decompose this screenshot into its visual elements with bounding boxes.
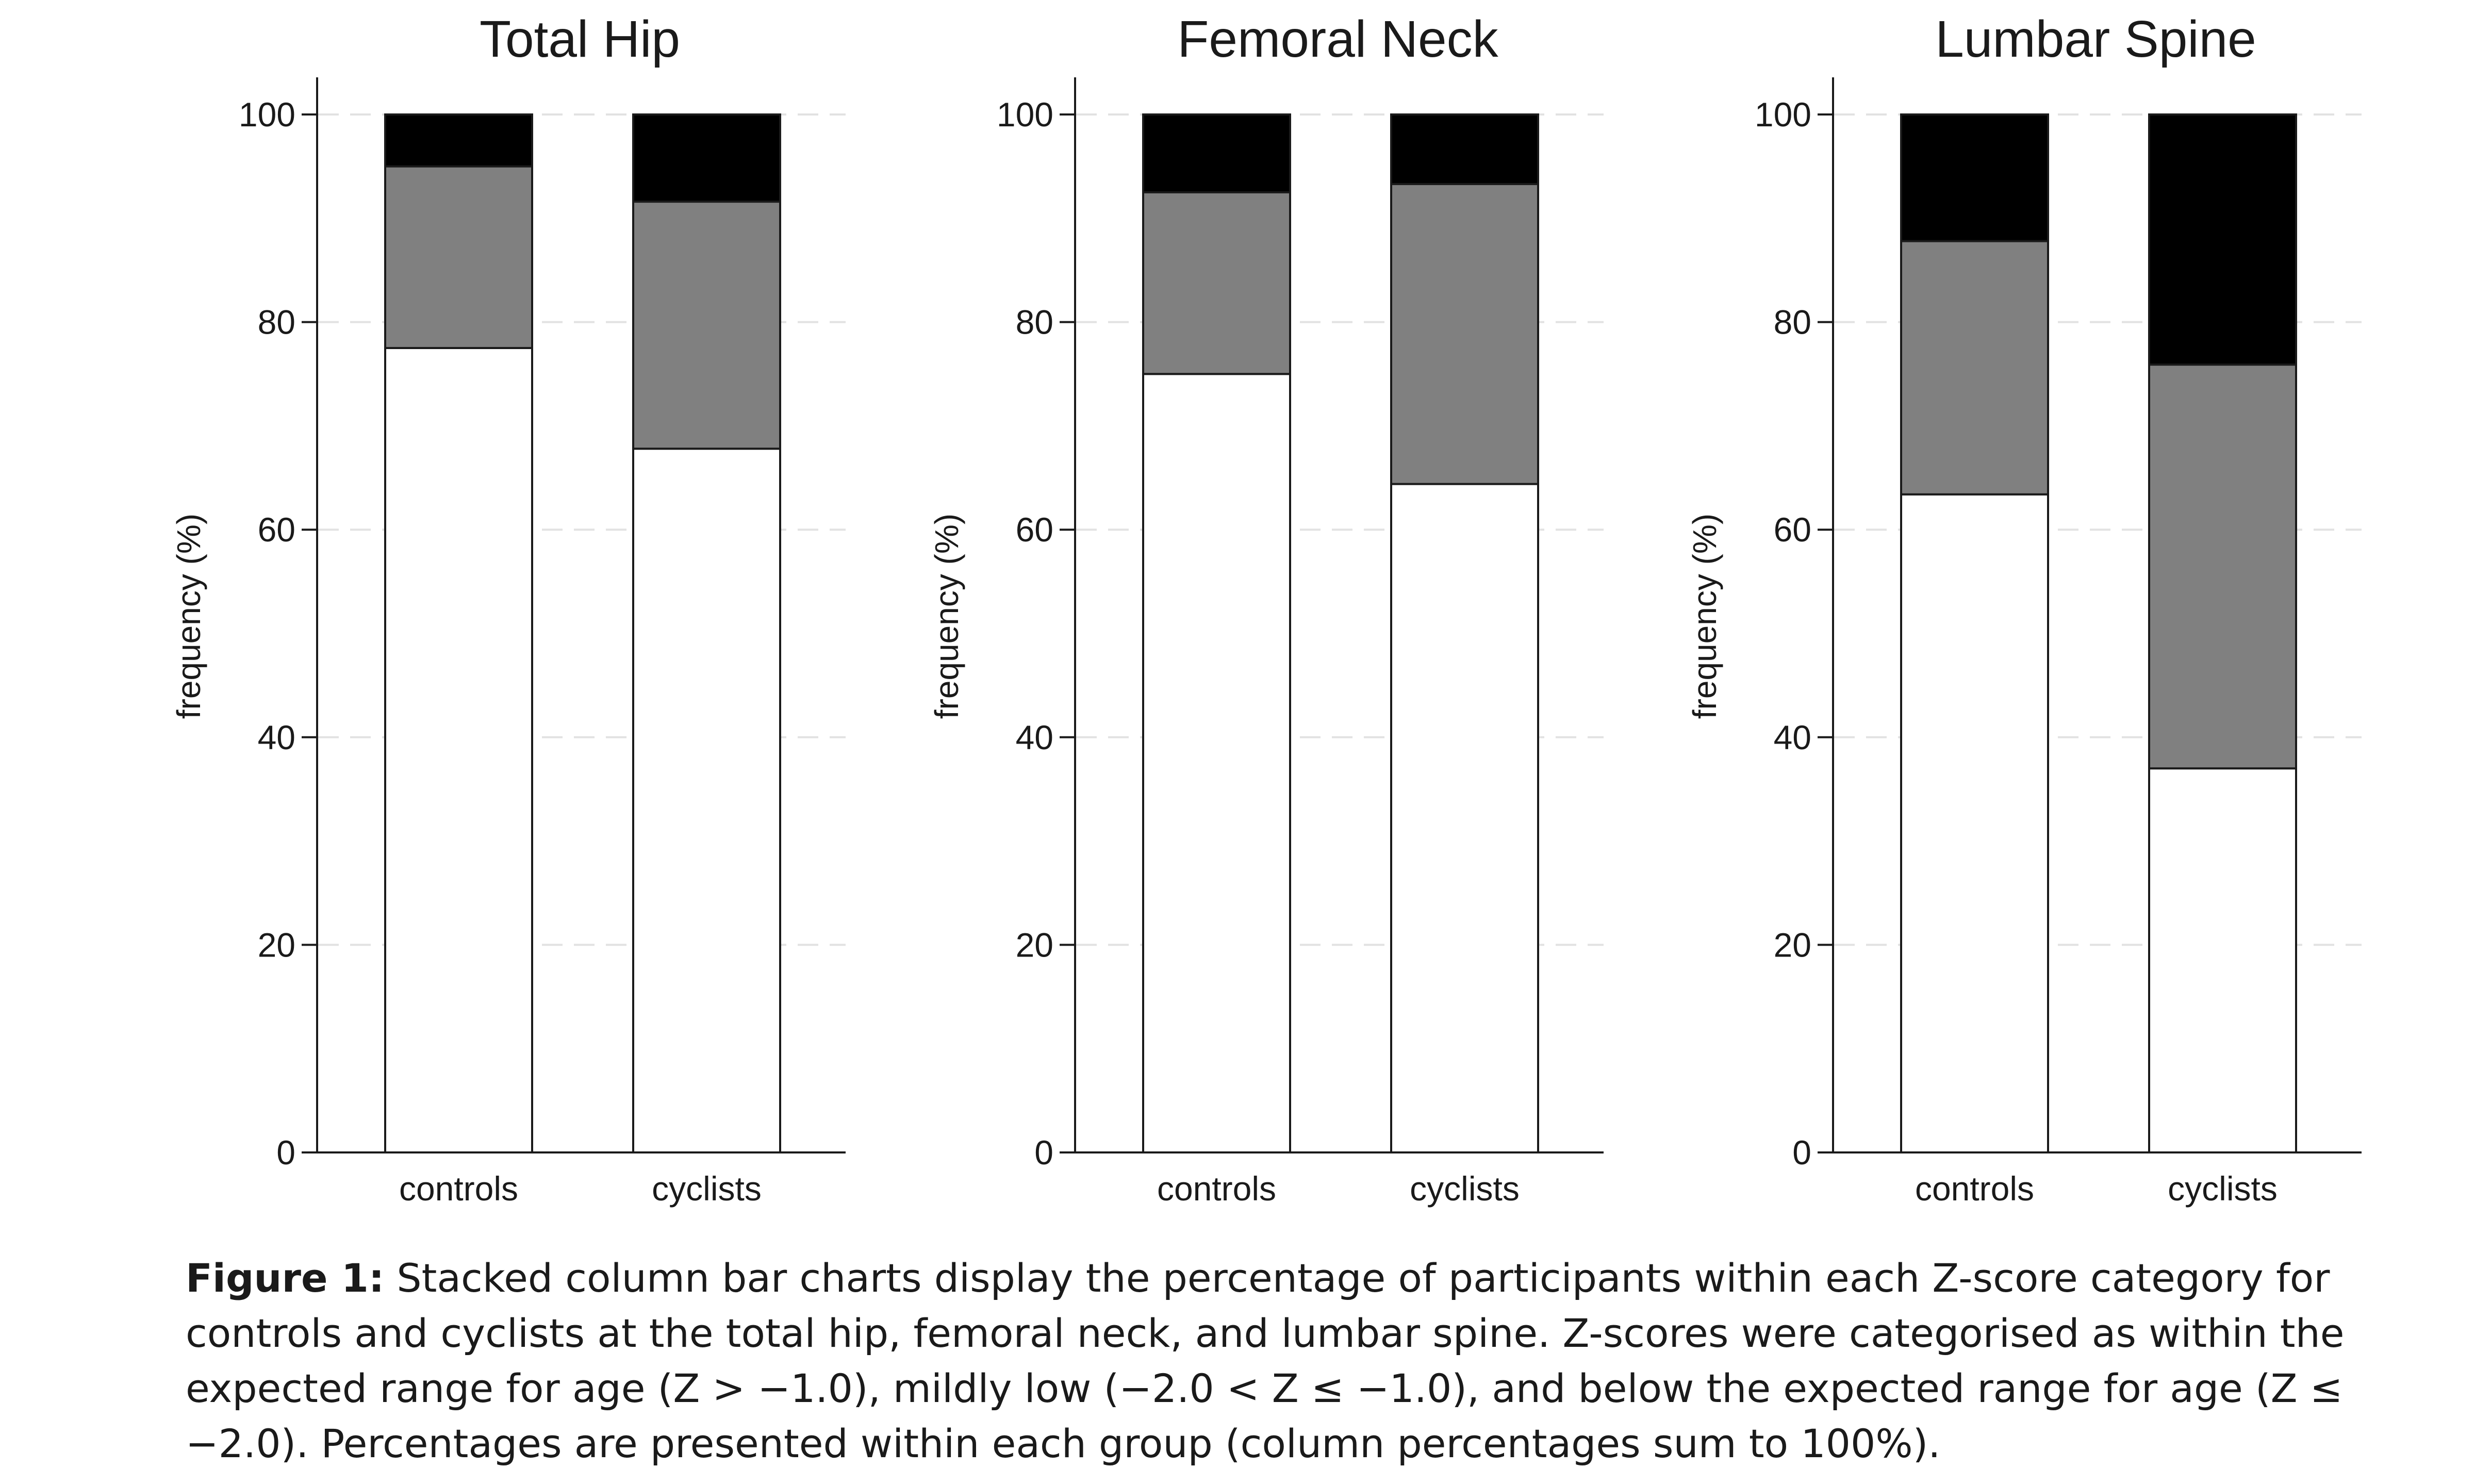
y-tick-label: 100 (239, 95, 295, 134)
y-tick-label: 0 (1792, 1133, 1811, 1172)
y-tick-label: 0 (276, 1133, 295, 1172)
x-tick-label: cyclists (2168, 1169, 2278, 1208)
chart-panel-0: Total Hip controls cyclists 0 20 40 60 80 100 fre… (170, 10, 846, 1208)
bar-segment (632, 201, 781, 450)
bar-segment (1390, 483, 1539, 1153)
chart-area: Total Hip controls cyclists 0 20 40 60 80 100 fre… (170, 10, 2362, 1208)
x-tick-label: controls (1915, 1169, 2034, 1208)
y-tick-label: 60 (1774, 510, 1811, 549)
caption-text: Stacked column bar charts display the pe… (186, 1255, 2345, 1466)
bar-segment (384, 113, 533, 168)
bar-segment (1390, 113, 1539, 185)
y-tick-label: 100 (997, 95, 1053, 134)
chart-panel-2: Lumbar Spine controls cyclists 0 20 40 60 80 100… (1686, 10, 2362, 1208)
bar-segment (1900, 240, 2049, 496)
bar-segment (1900, 493, 2049, 1153)
chart-title: Lumbar Spine (1935, 10, 2256, 68)
chart-title: Total Hip (480, 10, 680, 68)
x-tick-label: cyclists (652, 1169, 762, 1208)
y-tick-label: 80 (1016, 303, 1053, 341)
x-tick-label: cyclists (1410, 1169, 1520, 1208)
y-tick-label: 40 (1774, 718, 1811, 756)
x-tick-label: controls (1157, 1169, 1276, 1208)
bar-segment (1390, 183, 1539, 485)
bar-segment (2148, 767, 2297, 1153)
y-tick-label: 40 (1016, 718, 1053, 756)
bar-segment (2148, 364, 2297, 770)
bar-segment (632, 113, 781, 203)
bar-segment (384, 165, 533, 349)
x-tick-label: controls (399, 1169, 518, 1208)
caption-label: Figure 1: (186, 1255, 385, 1301)
chart-title: Femoral Neck (1177, 10, 1498, 68)
y-axis-label: frequency (%) (170, 514, 207, 719)
figure-caption: Figure 1: Stacked column bar charts disp… (186, 1250, 2423, 1471)
bar-segment (2148, 113, 2297, 366)
y-tick-label: 40 (258, 718, 295, 756)
y-tick-label: 20 (1016, 926, 1053, 964)
y-axis-label: frequency (%) (928, 514, 965, 719)
y-tick-label: 80 (1774, 303, 1811, 341)
bar-segment (1900, 113, 2049, 242)
y-tick-label: 20 (1774, 926, 1811, 964)
y-tick-label: 80 (258, 303, 295, 341)
bar-segment (1142, 373, 1291, 1153)
bar-segment (1142, 191, 1291, 375)
y-axis-label: frequency (%) (1686, 514, 1723, 719)
y-tick-label: 0 (1034, 1133, 1053, 1172)
bar-segment (1142, 113, 1291, 193)
y-tick-label: 100 (1755, 95, 1811, 134)
y-tick-label: 20 (258, 926, 295, 964)
bar-segment (384, 347, 533, 1153)
y-tick-label: 60 (1016, 510, 1053, 549)
bar-segment (632, 448, 781, 1153)
chart-panel-1: Femoral Neck controls cyclists 0 20 40 60 80 100… (928, 10, 1604, 1208)
y-tick-label: 60 (258, 510, 295, 549)
